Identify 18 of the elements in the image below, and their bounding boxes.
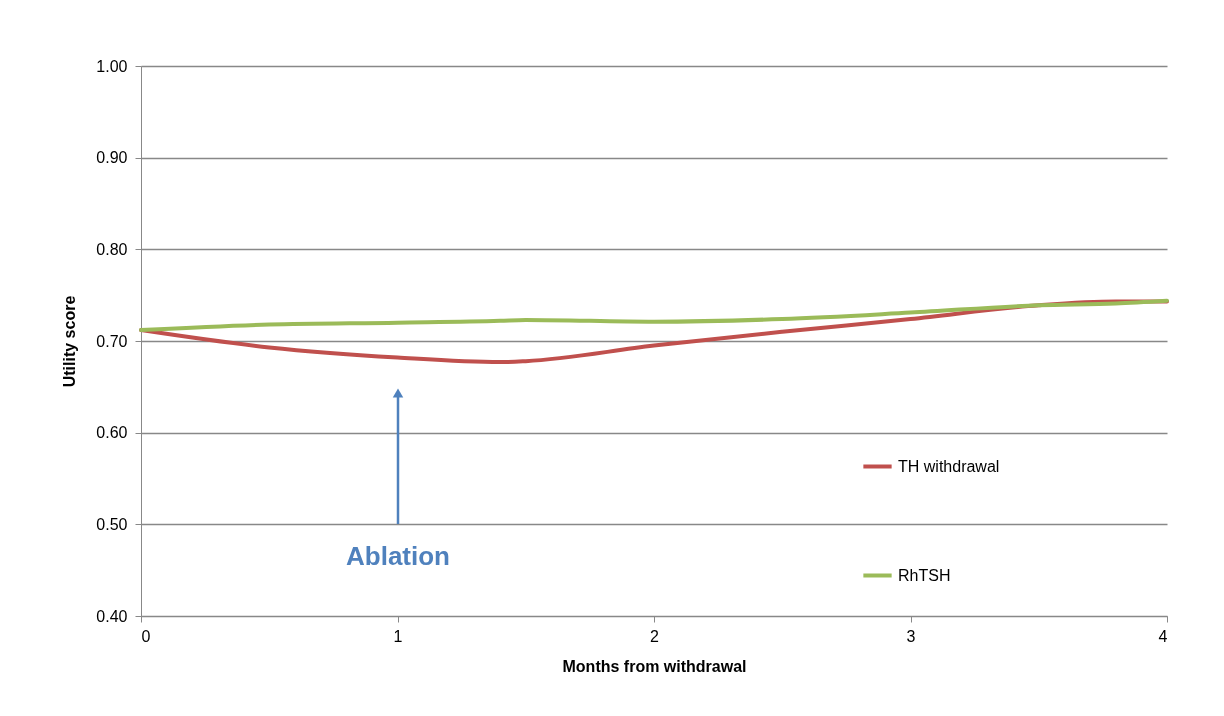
x-tick-label: 4 xyxy=(1158,627,1168,645)
legend-label: TH withdrawal xyxy=(898,457,1000,475)
x-tick-label: 2 xyxy=(650,627,660,645)
line-series xyxy=(139,298,1169,332)
x-tick-label: 0 xyxy=(141,627,151,645)
legend-label: RhTSH xyxy=(898,566,951,584)
annotation: Ablation xyxy=(346,541,450,571)
x-tick-label: 3 xyxy=(906,627,916,645)
x-tick-label: 1 xyxy=(393,627,403,645)
y-axis-title: Utility score xyxy=(61,295,79,388)
y-tick-label: 1.00 xyxy=(96,57,128,75)
y-tick-label: 0.60 xyxy=(96,424,128,442)
y-tick-label: 0.90 xyxy=(96,149,128,167)
y-tick-label: 0.80 xyxy=(96,240,128,258)
x-axis-title: Months from withdrawal xyxy=(562,657,747,675)
y-tick-label: 0.70 xyxy=(96,332,128,350)
y-tick-label: 0.40 xyxy=(96,607,128,625)
y-tick-label: 0.50 xyxy=(96,515,128,533)
